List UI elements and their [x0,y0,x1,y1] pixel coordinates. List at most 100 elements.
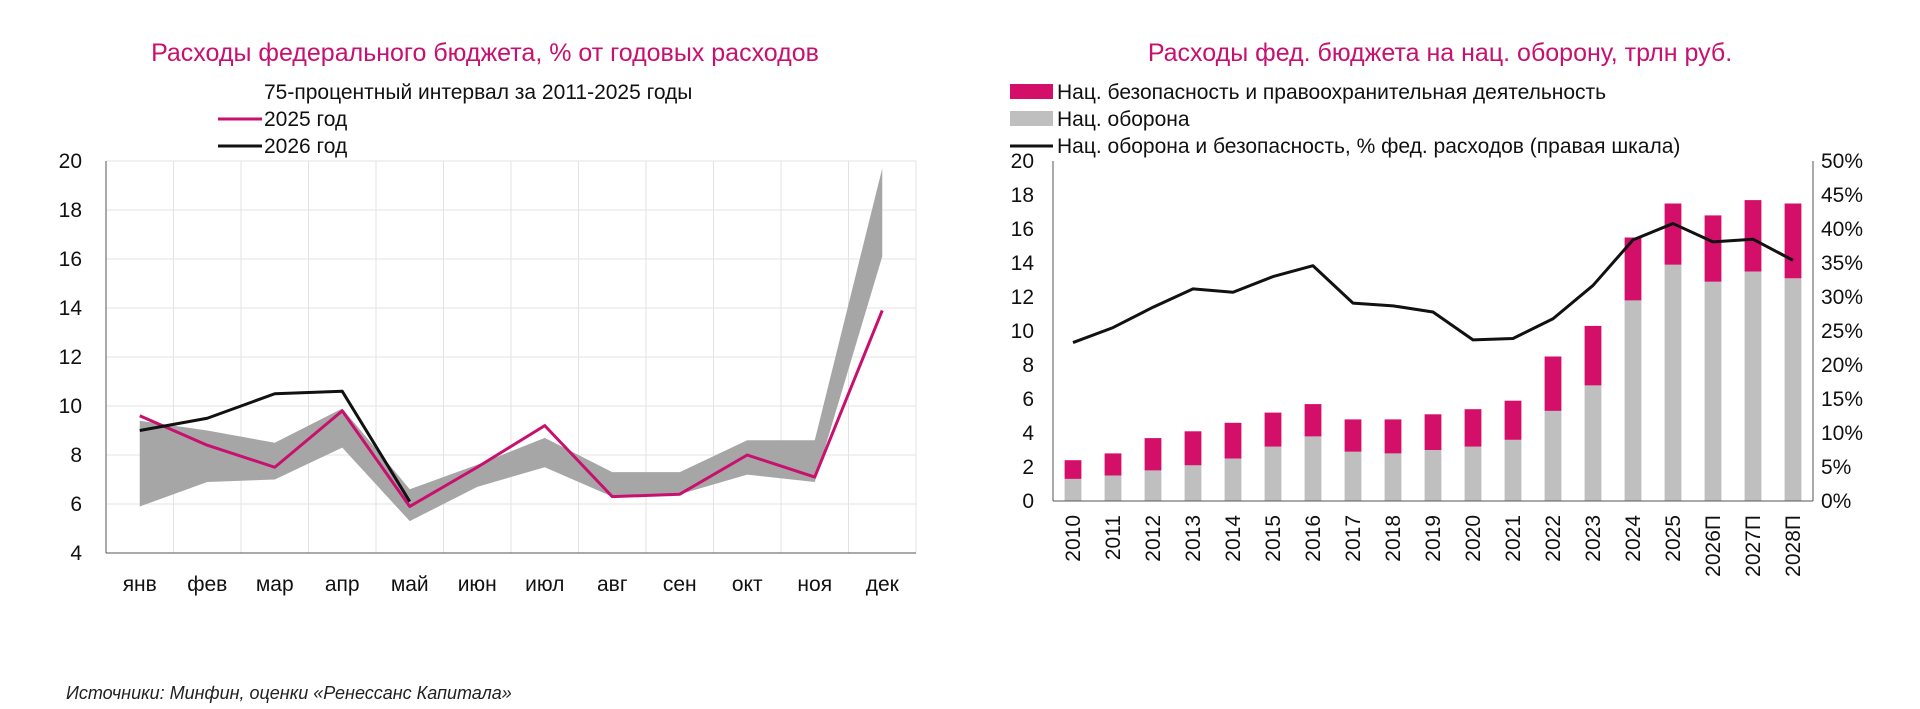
x-tick-label: 2015 [1262,515,1285,562]
bar-security [1704,215,1722,282]
interval-band [139,168,883,522]
x-tick-label: 2027П [1742,515,1765,577]
x-tick-label: 2028П [1782,515,1805,577]
x-tick-label: авг [597,573,628,596]
right-chart-axes: 0 2 4 6 8 10 12 14 16 18 20 0% 5% 10% 15% 20% 25% 30% 35% 4… [1011,150,1863,577]
y2-tick-label: 25% [1821,320,1863,343]
bar-defense [1544,410,1562,501]
legend-swatch-security [1010,84,1053,99]
x-tick-label: июл [525,573,564,596]
x-tick-label: 2019 [1422,515,1445,562]
bar-security [1144,438,1162,471]
x-tick-label: май [391,573,429,596]
y-tick-label: 18 [1011,184,1034,207]
bar-security [1104,453,1122,476]
bar-security [1264,412,1282,447]
bar-defense [1584,385,1602,501]
y-tick-label: 18 [59,199,82,222]
legend-label-2026: 2026 год [264,135,347,158]
y-tick-label: 10 [1011,320,1034,343]
x-tick-label: 2013 [1182,515,1205,562]
y2-tick-label: 40% [1821,218,1863,241]
bar-security [1664,203,1682,265]
bar-security [1184,431,1202,466]
y-tick-label: 14 [59,297,83,320]
bar-defense [1304,436,1322,501]
legend-swatch-defense [1010,111,1053,126]
bar-defense [1144,470,1162,501]
bar-security [1224,422,1242,459]
y2-tick-label: 15% [1821,388,1863,411]
y2-tick-label: 10% [1821,422,1863,445]
y-tick-label: 14 [1011,252,1035,275]
legend-label-share: Нац. оборона и безопасность, % фед. расх… [1057,135,1680,158]
x-tick-label: янв [123,573,157,596]
bar-security [1384,419,1402,454]
y-tick-label: 16 [59,248,82,271]
x-tick-label: ноя [797,573,832,596]
x-tick-label: фев [187,573,227,596]
legend-label-security: Нац. безопасность и правоохранительная д… [1057,81,1606,104]
bar-security [1584,325,1602,386]
series-line-2025 [139,309,884,508]
right-chart-title: Расходы фед. бюджета на нац. оборону, тр… [1148,39,1732,67]
y-tick-label: 4 [1022,422,1034,445]
y-tick-label: 6 [70,493,82,516]
bar-security [1504,400,1522,440]
y2-tick-label: 45% [1821,184,1863,207]
bar-defense [1504,439,1522,501]
y2-tick-label: 35% [1821,252,1863,275]
y-tick-label: 0 [1022,490,1034,513]
bar-security [1464,409,1482,447]
bar-security [1304,404,1322,437]
bar-security [1744,200,1762,272]
left-chart-grid [105,160,917,554]
y-tick-label: 8 [1022,354,1034,377]
bar-defense [1264,446,1282,501]
source-note: Источники: Минфин, оценки «Ренессанс Кап… [66,683,512,703]
y-tick-label: 20 [1011,150,1034,173]
y-tick-label: 20 [59,150,82,173]
x-tick-label: 2022 [1542,515,1565,562]
x-tick-label: 2020 [1462,515,1485,562]
x-tick-label: 2017 [1342,515,1365,562]
x-tick-label: 2011 [1102,515,1125,560]
share-line [1072,222,1794,344]
x-tick-label: сен [663,573,697,596]
x-tick-label: мар [256,573,294,596]
y2-tick-label: 0% [1821,490,1851,513]
x-tick-label: окт [732,573,763,596]
legend-label-band: 75-процентный интервал за 2011-2025 годы [264,81,692,104]
bar-defense [1224,458,1242,501]
bar-defense [1184,465,1202,501]
bar-security [1424,414,1442,450]
y-tick-label: 10 [59,395,82,418]
bar-defense [1384,453,1402,501]
left-chart-axes: 4 6 8 10 12 14 16 18 20 янв фев мар апр май июн июл авг с… [59,150,916,596]
y2-tick-label: 20% [1821,354,1863,377]
y-tick-label: 4 [70,542,82,565]
bar-defense [1344,451,1362,501]
bar-defense [1064,478,1082,501]
bar-defense [1704,281,1722,501]
y-tick-label: 6 [1022,388,1034,411]
y-tick-label: 16 [1011,218,1034,241]
x-tick-label: 2014 [1222,515,1245,562]
left-chart: Расходы федерального бюджета, % от годов… [59,39,917,596]
bar-defense [1664,264,1682,501]
y2-tick-label: 30% [1821,286,1863,309]
x-tick-label: 2024 [1622,515,1645,562]
legend-label-2025: 2025 год [264,108,347,131]
x-tick-label: 2023 [1582,515,1605,562]
y2-tick-label: 5% [1821,456,1851,479]
y-tick-label: 12 [1011,286,1034,309]
legend-label-defense: Нац. оборона [1057,108,1190,131]
x-tick-label: 2018 [1382,515,1405,562]
left-chart-title: Расходы федерального бюджета, % от годов… [151,39,819,67]
x-tick-label: апр [325,573,360,596]
bar-security [1544,356,1562,411]
bar-security [1784,203,1802,279]
y-tick-label: 12 [59,346,82,369]
left-chart-legend: 75-процентный интервал за 2011-2025 годы… [218,81,692,158]
